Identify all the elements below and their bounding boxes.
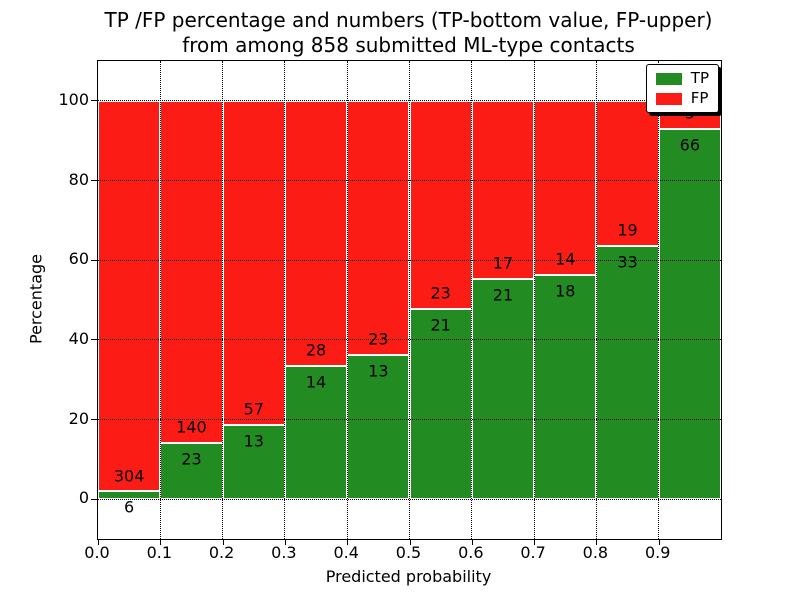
tp-count-label: 21 [430, 315, 451, 335]
y-gridline [98, 339, 721, 341]
tp-count-label: 14 [305, 372, 327, 392]
fp-count-label: 304 [113, 466, 145, 486]
y-gridline [98, 259, 721, 261]
y-tick [91, 259, 97, 261]
bar-segment-fp [222, 100, 285, 426]
fp-legend-label: FP [690, 89, 709, 107]
x-tick-label: 0.2 [208, 543, 235, 562]
plot-area: TP FP 304 6 140 23 57 13 28 14 23 13 23 21 17 21 14 18 1… [91, 60, 722, 545]
x-tick-label: 0.1 [146, 543, 173, 562]
fp-count-label: 23 [368, 329, 389, 349]
bar-segment-fp [347, 100, 410, 356]
bar-segment-fp [284, 100, 348, 367]
bar-segment-fp [98, 100, 161, 492]
tp-count-label: 6 [124, 497, 135, 517]
bar-segment-fp [160, 100, 223, 443]
tp-count-label: 13 [368, 361, 389, 381]
x-gridline [471, 61, 473, 539]
fp-count-label: 23 [430, 283, 451, 303]
x-tick [160, 540, 162, 545]
x-gridline [346, 61, 348, 539]
x-tick [347, 540, 349, 545]
y-tick-label: 0 [78, 488, 89, 508]
y-tick-label: 40 [68, 328, 89, 348]
y-tick [91, 100, 97, 102]
y-gridline [98, 498, 721, 500]
x-gridline [595, 61, 597, 539]
chart-title-line2: from among 858 submitted ML-type contact… [182, 33, 635, 57]
tp-count-label: 33 [617, 252, 638, 272]
bar-segment-tp [471, 279, 535, 500]
fp-count-label: 19 [617, 220, 638, 240]
y-tick [91, 498, 97, 500]
y-tick-label: 80 [68, 169, 89, 189]
x-tick-label: 0.6 [458, 543, 484, 562]
x-tick [596, 540, 598, 545]
x-tick-label: 0.9 [644, 543, 671, 562]
fp-count-label: 17 [492, 253, 514, 273]
y-tick [91, 419, 97, 420]
x-tick [658, 540, 660, 545]
x-tick-label: 0.5 [395, 543, 422, 562]
y-gridline [98, 100, 721, 102]
x-gridline [284, 61, 286, 539]
bar-segment-fp [534, 100, 597, 276]
y-tick-label: 100 [58, 89, 89, 109]
y-tick-label: 20 [68, 408, 89, 428]
x-tick [534, 540, 536, 545]
x-tick [98, 540, 99, 545]
y-gridline [98, 419, 721, 420]
y-tick-label: 60 [68, 249, 89, 269]
tp-count-label: 21 [492, 285, 514, 305]
x-tick-label: 0.8 [582, 543, 609, 562]
x-axis-label: Predicted probability [325, 567, 492, 586]
y-tick [91, 180, 97, 181]
chart-title-line1: TP /FP percentage and numbers (TP-bottom… [104, 8, 713, 32]
y-tick [91, 339, 97, 341]
x-tick-label: 0.3 [271, 543, 297, 562]
bar-segment-tp [658, 128, 721, 500]
x-tick [222, 540, 224, 545]
legend-entry-fp: FP [655, 89, 709, 107]
x-gridline [409, 61, 410, 539]
bar-segment-tp [284, 366, 348, 500]
bar-segment-tp [160, 442, 223, 500]
bar-segment-tp [534, 275, 597, 500]
x-tick-label: 0.7 [520, 543, 546, 562]
tp-count-label: 18 [555, 281, 576, 301]
x-gridline [658, 61, 660, 539]
bar-segment-tp [222, 425, 285, 500]
y-gridline [98, 180, 721, 181]
fp-count-label: 14 [555, 249, 576, 269]
tp-legend-swatch [655, 72, 682, 85]
bar-segment-tp [347, 355, 410, 500]
x-tick-label: 0.4 [333, 543, 359, 562]
x-tick-label: 0.0 [84, 543, 110, 562]
fp-legend-swatch [655, 92, 682, 105]
chart-title: TP /FP percentage and numbers (TP-bottom… [97, 8, 720, 58]
fp-count-label: 28 [305, 340, 327, 360]
fp-count-label: 57 [243, 399, 264, 419]
x-gridline [533, 61, 535, 539]
legend: TP FP [645, 64, 719, 113]
bar-segment-fp [471, 100, 535, 280]
tp-count-label: 23 [181, 449, 202, 469]
tp-count-label: 13 [243, 431, 264, 451]
x-tick [284, 540, 286, 545]
x-tick [409, 540, 411, 545]
fp-count-label: 140 [176, 417, 207, 437]
bar-segment-fp [409, 100, 472, 310]
bar-segment-tp [409, 309, 472, 500]
tp-count-label: 66 [679, 135, 701, 155]
x-gridline [222, 61, 224, 539]
bar-segment-fp [596, 100, 659, 247]
tp-legend-label: TP [690, 69, 709, 87]
bar-segment-tp [596, 246, 659, 500]
x-tick [471, 540, 473, 545]
legend-entry-tp: TP [655, 69, 709, 87]
x-gridline [159, 61, 161, 539]
